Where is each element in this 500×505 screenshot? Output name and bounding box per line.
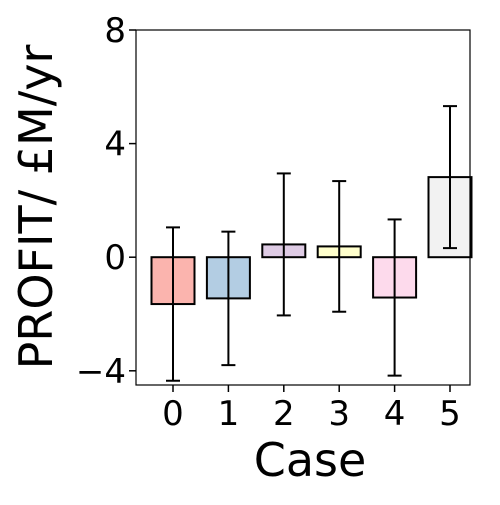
x-tick-label-5: 5 [439, 394, 461, 434]
x-axis-label: Case [254, 433, 367, 487]
y-axis-label: PROFIT/ £M/yr [9, 45, 63, 370]
y-tick-label-1: 0 [104, 238, 126, 278]
y-tick-label-3: 8 [104, 11, 126, 51]
y-tick-label-2: 4 [104, 125, 126, 165]
x-tick-label-3: 3 [328, 394, 350, 434]
x-tick-label-0: 0 [162, 394, 184, 434]
x-tick-label-2: 2 [273, 394, 295, 434]
x-tick-label-1: 1 [218, 394, 240, 434]
y-tick-label-0: −4 [76, 352, 126, 392]
plot-frame [135, 29, 471, 386]
error-bars-layer [166, 105, 457, 382]
x-tick-label-4: 4 [384, 394, 406, 434]
